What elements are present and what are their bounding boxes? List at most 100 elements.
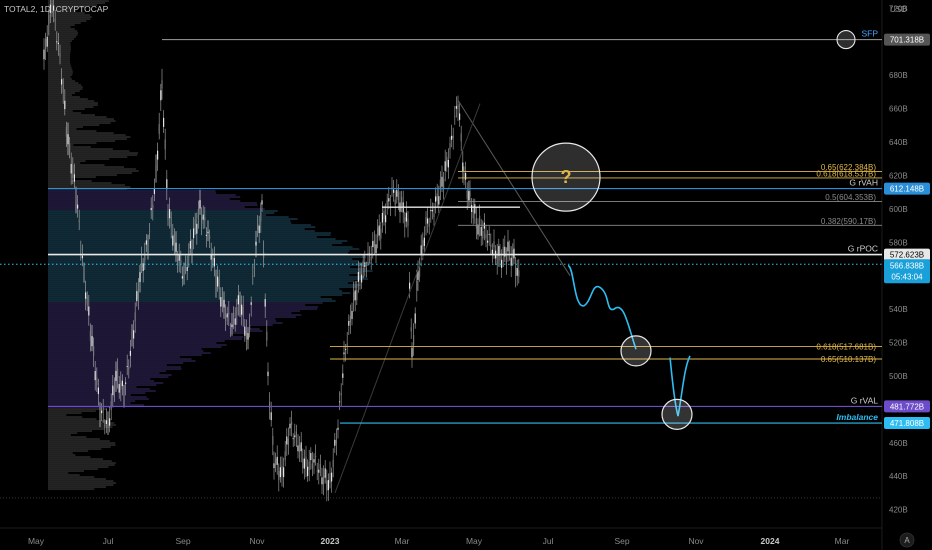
volume-profile-bar [48,96,80,98]
candle-body [266,331,268,341]
volume-profile-bar [48,18,91,20]
volume-profile-bar [48,138,127,140]
candle-body [161,80,163,89]
candle-body [279,467,281,478]
volume-profile-bar [48,362,184,364]
volume-profile-bar [48,444,116,446]
candle-body [204,217,206,221]
candle-body [113,386,115,397]
volume-profile-bar [48,268,366,270]
y-tick-label: 540B [889,305,908,314]
projected-path-1 [567,264,637,350]
fib-upper-label: 0.65(622.384B) [821,163,876,172]
volume-profile-bar [48,200,241,202]
candle-body [327,480,329,491]
volume-profile-bar [48,256,367,258]
volume-profile-bar [48,404,145,406]
candle-body [215,277,217,287]
volume-profile-bar [48,468,98,470]
volume-profile-bar [48,64,71,66]
candle-body [125,382,127,384]
target-circle-1[interactable] [620,335,652,367]
volume-profile-bar [48,410,96,412]
volume-profile-bar [48,358,192,360]
volume-profile-bar [48,282,349,284]
candle-body [291,422,293,425]
candle-body [349,315,351,323]
volume-profile-bar [48,314,302,316]
candle-body [362,260,364,267]
candle-body [431,210,433,212]
candle-body [482,230,484,239]
volume-profile-bar [48,488,95,490]
candle-body [209,235,211,239]
candle-body [110,401,112,411]
x-tick-label: Jul [103,536,114,546]
volume-profile-bar [48,286,358,288]
candle-body [339,401,341,403]
y-tick-label: 500B [889,372,908,381]
volume-profile-bar [48,448,102,450]
candle-body [51,3,53,11]
volume-profile-bar [48,430,93,432]
question-circle[interactable] [531,142,601,212]
volume-profile-bar [48,428,105,430]
volume-profile-bar [48,174,117,176]
candle-body [356,290,358,301]
candle-body [57,42,59,45]
y-tick-label: 420B [889,506,908,515]
candle-body [131,332,133,340]
volume-profile-bar [48,192,217,194]
candle-body [518,270,520,277]
volume-profile-bar [48,424,116,426]
level-badge [884,417,930,430]
candle-body [393,189,395,193]
volume-profile-bar [48,458,104,460]
volume-profile-bar [48,316,296,318]
candle-body [273,463,275,469]
candle-body [332,459,334,468]
volume-profile-bar [48,246,353,248]
candle-body [480,227,482,236]
candle-body [463,172,465,178]
candle-body [449,143,451,150]
candle-body [239,301,241,312]
volume-profile-bar [48,110,73,112]
volume-profile-bar [48,484,114,486]
volume-profile-bar [48,180,92,182]
volume-profile-bar [48,436,87,438]
candle-body [107,417,109,424]
candle-body [45,39,47,50]
volume-profile-bar [48,122,111,124]
volume-profile-bar [48,462,116,464]
candle-body [315,455,317,458]
volume-profile-bar [48,366,181,368]
target-circle-2[interactable] [661,398,693,430]
candle-body [361,274,363,283]
volume-profile-bar [48,348,202,350]
candle-body [61,79,63,85]
auto-scale-label: A [904,536,910,545]
volume-profile-bar [48,26,71,28]
volume-profile-bar [48,108,85,110]
candle-body [153,187,155,195]
volume-profile-bar [48,434,71,436]
level-badge-text: 612.148B [890,185,924,194]
candle-body [454,116,456,118]
candle-body [407,218,409,226]
volume-profile-bar [48,142,97,144]
volume-profile-bar [48,352,211,354]
volume-profile-bar [48,460,112,462]
volume-profile-bar [48,344,227,346]
candle-body [59,53,61,57]
candle-body [465,173,467,180]
auto-scale-button[interactable] [899,532,915,548]
sfp-circle[interactable] [836,30,856,50]
volume-profile-bar [48,318,276,320]
x-tick-label: Mar [395,536,410,546]
candle-body [410,327,412,332]
candle-body [365,267,367,270]
volume-profile-bar [48,168,136,170]
candle-body [319,463,321,469]
